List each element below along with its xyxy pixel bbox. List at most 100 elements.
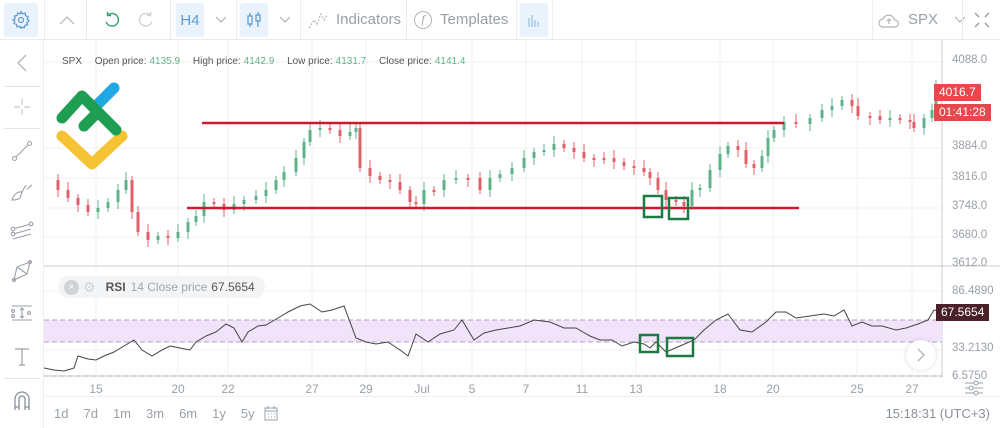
price-axis-label: 4088.0 bbox=[952, 54, 988, 66]
time-axis-label: 27 bbox=[305, 382, 319, 396]
templates-label: Templates bbox=[440, 11, 509, 28]
function-icon: f bbox=[414, 10, 432, 29]
open-value: 4135.9 bbox=[149, 56, 181, 67]
divider bbox=[236, 0, 237, 40]
rsi-axis-label: 6.5750 bbox=[952, 370, 988, 380]
divider bbox=[4, 86, 40, 87]
current-price-tag: 4016.7 bbox=[934, 84, 981, 101]
chart-type-dropdown[interactable] bbox=[274, 3, 296, 37]
magnet-icon bbox=[14, 391, 30, 410]
drawing-tools-sidebar bbox=[0, 40, 44, 428]
chart-type-button[interactable] bbox=[240, 3, 268, 37]
price-axis-label: 3816.0 bbox=[952, 171, 988, 183]
pattern-tool[interactable] bbox=[0, 252, 44, 290]
divider bbox=[962, 0, 963, 40]
time-axis-label: 20 bbox=[171, 382, 185, 396]
time-axis-label: 7 bbox=[522, 382, 530, 396]
indicator-settings-button[interactable]: ⚙ bbox=[83, 278, 96, 295]
collapse-sidebar-button[interactable] bbox=[0, 44, 44, 82]
calendar-icon[interactable] bbox=[264, 405, 278, 421]
symbol-label: SPX bbox=[908, 11, 939, 28]
divider bbox=[44, 0, 45, 40]
settings-button[interactable] bbox=[4, 3, 38, 37]
timeframe-button[interactable]: H4 bbox=[176, 3, 204, 37]
divider bbox=[4, 378, 40, 379]
chart-area[interactable]: SPX Open price: 4135.9 High price: 4142.9 … bbox=[44, 40, 1000, 396]
symbol-selector[interactable]: SPX bbox=[878, 3, 966, 37]
range-1m[interactable]: 1m bbox=[112, 405, 131, 421]
low-label: Low price: bbox=[287, 56, 333, 67]
remove-indicator-button[interactable]: × bbox=[64, 279, 79, 295]
indicators-button[interactable]: Indicators bbox=[308, 3, 401, 37]
undo-icon bbox=[105, 11, 120, 27]
divider bbox=[4, 128, 40, 129]
scroll-right-button[interactable] bbox=[906, 340, 936, 370]
range-bar: 1d 7d 1m 3m 6m 1y 5y 15:18:31 (UTC+3) bbox=[44, 398, 1000, 428]
rsi-value-tag: 67.5654 bbox=[936, 304, 990, 321]
magnet-tool[interactable] bbox=[0, 382, 44, 420]
axis-settings-icon[interactable] bbox=[964, 380, 984, 396]
time-axis-label: 22 bbox=[221, 382, 235, 396]
indicators-icon bbox=[308, 12, 328, 28]
divider bbox=[170, 0, 171, 40]
low-value: 4131.7 bbox=[335, 56, 367, 67]
fullscreen-button[interactable] bbox=[968, 3, 996, 37]
rsi-params: 14 Close price bbox=[130, 280, 208, 294]
range-6m[interactable]: 6m bbox=[179, 405, 198, 421]
collapse-toolbar-button[interactable] bbox=[52, 3, 82, 37]
trend-line-tool[interactable] bbox=[0, 132, 44, 170]
chevron-left-icon bbox=[17, 54, 27, 72]
range-1y[interactable]: 1y bbox=[212, 405, 226, 421]
measure-icon bbox=[11, 305, 32, 321]
undo-button[interactable] bbox=[98, 3, 126, 37]
volume-button[interactable] bbox=[520, 3, 548, 37]
gear-icon bbox=[11, 10, 30, 30]
time-axis-label: 20 bbox=[766, 382, 780, 396]
trend-line-icon bbox=[11, 140, 33, 162]
time-axis-label: 18 bbox=[713, 382, 727, 396]
templates-button[interactable]: f Templates bbox=[414, 3, 508, 37]
cloud-upload-icon bbox=[878, 14, 899, 28]
text-icon bbox=[15, 348, 29, 366]
chevron-down-icon bbox=[279, 16, 291, 23]
rsi-legend: × ⚙ RSI 14 Close price 67.5654 bbox=[58, 276, 265, 298]
time-axis-label: 15 bbox=[89, 382, 103, 396]
fullscreen-icon bbox=[974, 11, 990, 28]
range-3m[interactable]: 3m bbox=[146, 405, 165, 421]
close-label: Close price: bbox=[379, 56, 432, 67]
price-axis-label: 3612.0 bbox=[952, 257, 988, 269]
crosshair-icon bbox=[14, 99, 30, 115]
rsi-axis-label: 33.2130 bbox=[952, 342, 994, 354]
clock-display: 15:18:31 (UTC+3) bbox=[885, 405, 990, 421]
time-axis-label: 25 bbox=[850, 382, 864, 396]
pattern-icon bbox=[11, 260, 33, 282]
range-1d[interactable]: 1d bbox=[54, 405, 69, 421]
divider bbox=[516, 0, 517, 40]
time-axis-label: 5 bbox=[468, 382, 476, 396]
redo-icon bbox=[138, 11, 153, 27]
rsi-name: RSI bbox=[105, 280, 126, 294]
divider bbox=[552, 0, 553, 40]
price-chart-canvas[interactable] bbox=[44, 40, 1000, 378]
divider bbox=[44, 396, 1000, 397]
measure-tool[interactable] bbox=[0, 294, 44, 332]
parallel-channel-tool[interactable] bbox=[0, 212, 44, 250]
divider bbox=[406, 0, 407, 40]
range-5y[interactable]: 5y bbox=[240, 405, 255, 421]
chevron-down-icon bbox=[215, 16, 227, 23]
divider bbox=[872, 0, 873, 40]
range-7d[interactable]: 7d bbox=[83, 405, 98, 421]
high-value: 4142.9 bbox=[243, 56, 275, 67]
candlestick-icon bbox=[247, 12, 261, 27]
text-tool[interactable] bbox=[0, 338, 44, 376]
indicators-label: Indicators bbox=[336, 11, 402, 28]
chevron-down-icon bbox=[954, 16, 966, 23]
chevron-right-icon bbox=[917, 348, 925, 362]
timeframe-dropdown[interactable] bbox=[210, 3, 232, 37]
crosshair-tool[interactable] bbox=[0, 88, 44, 126]
timeframe-label: H4 bbox=[180, 11, 200, 29]
brush-tool[interactable] bbox=[0, 172, 44, 210]
parallel-channel-icon bbox=[10, 221, 34, 240]
top-toolbar: H4 Indicators f Templates SPX bbox=[0, 0, 1000, 40]
redo-button[interactable] bbox=[132, 3, 160, 37]
